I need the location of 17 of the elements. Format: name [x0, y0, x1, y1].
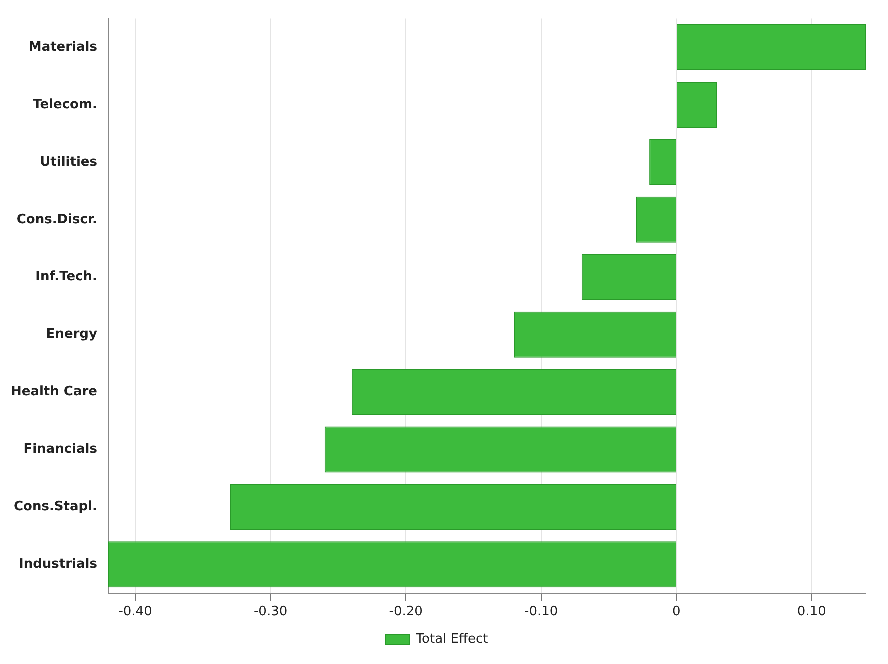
x-tick-label: 0: [672, 604, 681, 620]
legend-label: Total Effect: [415, 632, 488, 647]
y-tick-label: Telecom.: [33, 97, 98, 112]
y-tick-label: Energy: [46, 327, 98, 342]
x-tick-label: 0.10: [797, 604, 826, 620]
y-tick-label: Cons.Discr.: [16, 212, 98, 228]
x-tick-label: -0.10: [524, 604, 558, 620]
y-tick-label: Utilities: [40, 154, 98, 170]
x-tick-label: -0.20: [389, 604, 423, 620]
y-tick-label: Cons.Stapl.: [14, 500, 98, 515]
y-tick-label: Financials: [24, 442, 98, 458]
y-tick-label: Health Care: [10, 384, 98, 400]
y-tick-label: Materials: [28, 40, 98, 55]
y-tick-label: Inf.Tech.: [36, 270, 98, 285]
x-tick-label: -0.40: [118, 604, 152, 620]
x-tick-label: -0.30: [254, 604, 288, 620]
y-tick-label: Industrials: [19, 557, 98, 572]
